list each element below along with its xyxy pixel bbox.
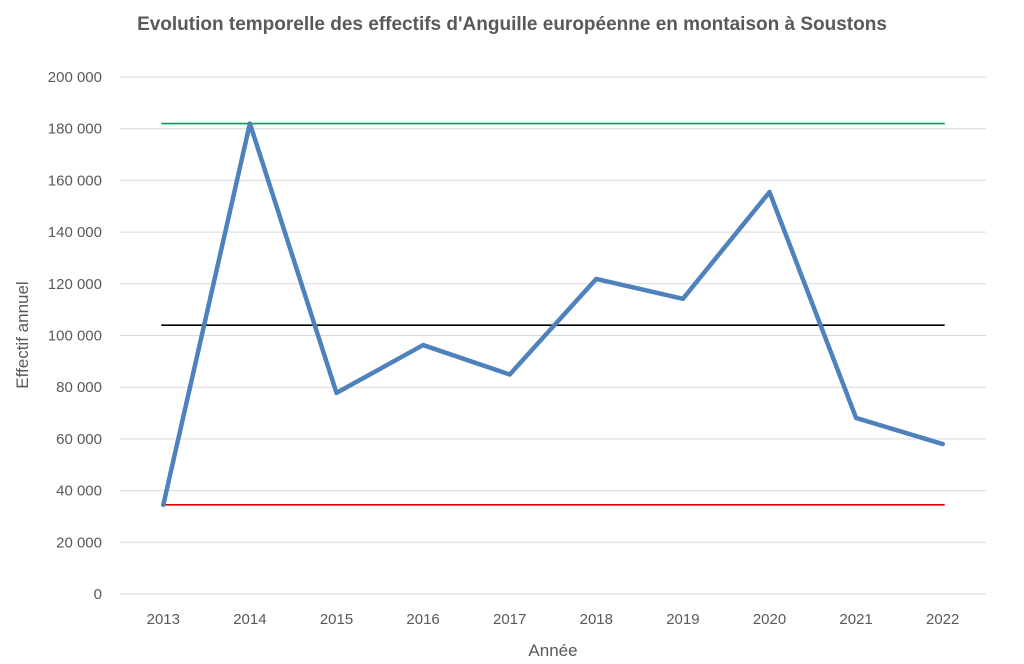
- data-point: [767, 190, 772, 195]
- x-tick-label: 2018: [580, 611, 613, 628]
- y-tick-label: 120 000: [48, 276, 102, 293]
- x-tick-label: 2021: [839, 611, 872, 628]
- data-point: [680, 296, 685, 301]
- x-tick-label: 2015: [320, 611, 353, 628]
- x-tick-label: 2022: [926, 611, 959, 628]
- y-tick-label: 180 000: [48, 121, 102, 138]
- x-axis-title: Année: [528, 641, 577, 660]
- x-tick-label: 2016: [406, 611, 439, 628]
- y-tick-label: 20 000: [56, 534, 102, 551]
- data-point: [594, 276, 599, 281]
- y-tick-label: 80 000: [56, 379, 102, 396]
- y-tick-label: 0: [94, 586, 102, 603]
- y-tick-label: 40 000: [56, 483, 102, 500]
- data-point: [507, 372, 512, 377]
- x-tick-label: 2013: [147, 611, 180, 628]
- y-axis-ticks: 0 20 000 40 000 60 000 80 000 100 000 120 000 1…: [48, 69, 102, 603]
- y-tick-label: 100 000: [48, 328, 102, 345]
- data-point: [161, 502, 166, 507]
- x-tick-label: 2019: [666, 611, 699, 628]
- x-tick-label: 2020: [753, 611, 786, 628]
- chart-title: Evolution temporelle des effectifs d'Ang…: [137, 14, 887, 35]
- y-tick-label: 160 000: [48, 172, 102, 189]
- x-tick-label: 2014: [233, 611, 266, 628]
- x-axis-ticks: 2013 2014 2015 2016 2017 2018 2019 2020 2021 2022: [147, 611, 960, 628]
- data-point: [334, 390, 339, 395]
- data-point: [421, 343, 426, 348]
- series-layer: [161, 121, 945, 508]
- series-line: [161, 121, 945, 508]
- data-point: [247, 121, 252, 126]
- y-tick-label: 200 000: [48, 69, 102, 86]
- y-tick-label: 60 000: [56, 431, 102, 448]
- y-tick-label: 140 000: [48, 224, 102, 241]
- data-point: [940, 442, 945, 447]
- x-tick-label: 2017: [493, 611, 526, 628]
- y-axis-title: Effectif annuel: [13, 281, 32, 388]
- grid-lines: [120, 76, 986, 595]
- data-point: [854, 415, 859, 420]
